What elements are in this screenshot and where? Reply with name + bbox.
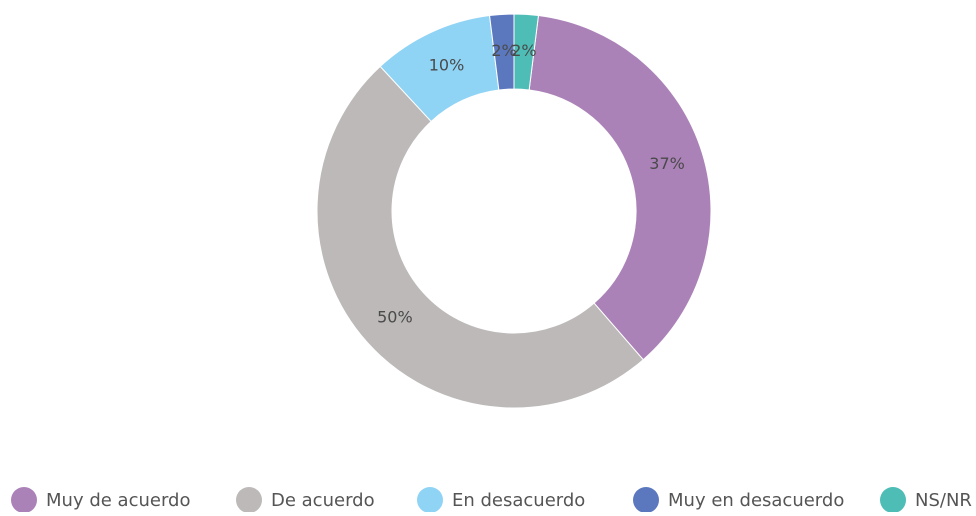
legend-swatch [417, 487, 443, 513]
legend-swatch [236, 487, 262, 513]
donut-slice [316, 65, 644, 409]
donut-slice [513, 13, 540, 91]
legend-label: De acuerdo [271, 490, 375, 511]
legend-label: En desacuerdo [452, 490, 585, 511]
legend-label: Muy de acuerdo [46, 490, 190, 511]
data-label: 2% [491, 41, 516, 60]
data-label: 2% [511, 41, 536, 60]
legend-swatch [11, 487, 37, 513]
legend-label: NS/NR [915, 490, 972, 511]
legend-label: Muy en desacuerdo [668, 490, 844, 511]
legend-swatch [880, 487, 906, 513]
data-label: 50% [377, 307, 413, 326]
donut-slice [528, 14, 712, 361]
data-label: 37% [649, 154, 685, 173]
legend-swatch [633, 487, 659, 513]
data-label: 10% [429, 55, 465, 74]
